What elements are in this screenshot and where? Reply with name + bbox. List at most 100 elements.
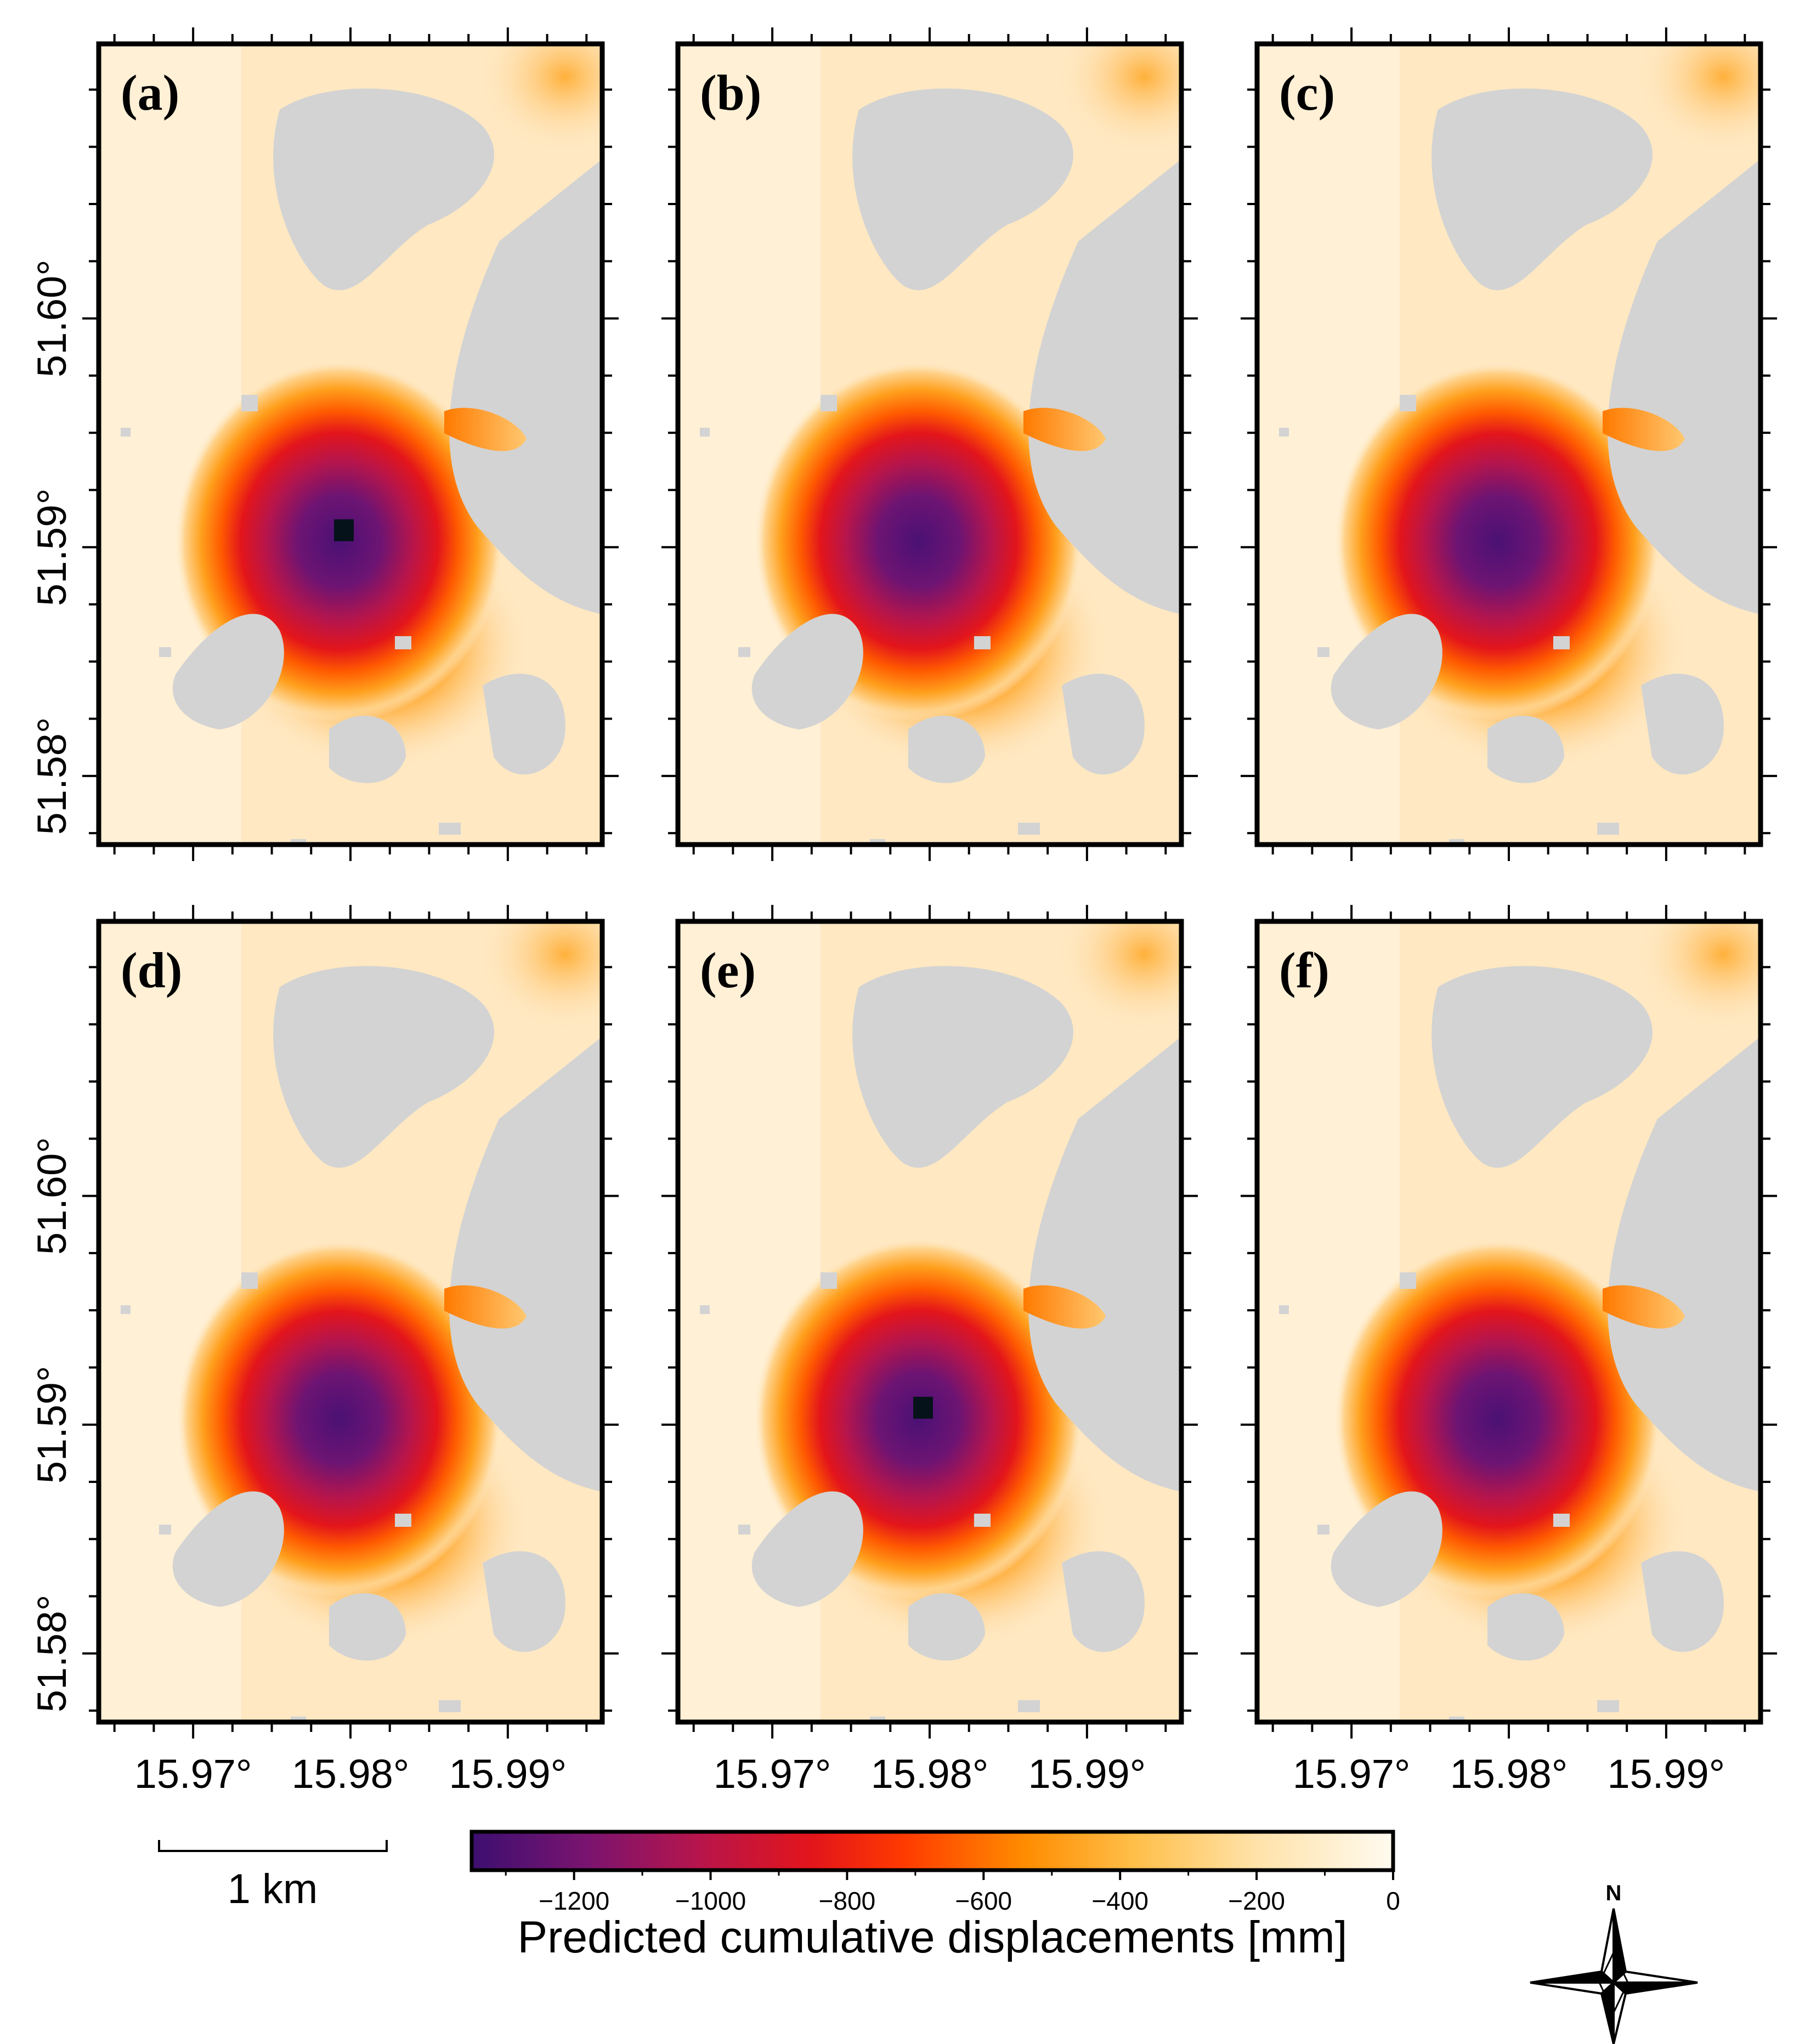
no-data-cell: [121, 1305, 131, 1314]
map-panel: (b): [661, 27, 1198, 861]
deep-subsidence-pixels: [334, 519, 354, 541]
no-data-cell: [1597, 823, 1619, 835]
no-data-cell: [1317, 647, 1329, 657]
no-data-cell: [241, 1272, 258, 1289]
axis-ticks: [82, 27, 619, 861]
no-data-cell: [1597, 1700, 1619, 1712]
scale-bar: 1 km: [158, 1840, 388, 1912]
lon-tick-label: 15.98°: [1450, 1751, 1568, 1797]
lat-tick-label: 51.60°: [29, 259, 75, 377]
colorbar-ticks: −1200 −1000 −800 −600 −400 −200 0: [505, 1870, 1400, 1915]
no-data-area: [273, 966, 494, 1168]
no-data-area: [852, 966, 1073, 1168]
colorbar-tick-label: 0: [1386, 1887, 1400, 1915]
panel-label: (b): [700, 65, 761, 121]
no-data-area: [1608, 159, 1761, 614]
colorbar-title: Predicted cumulative displacements [mm]: [517, 1912, 1347, 1962]
lon-tick-label: 15.99°: [449, 1751, 567, 1797]
axis-ticks: [1241, 27, 1777, 861]
no-data-area: [1487, 1593, 1564, 1661]
panel-label: (e): [700, 942, 756, 998]
no-data-cell: [395, 636, 411, 649]
no-data-area: [1487, 716, 1564, 783]
lon-tick-label: 15.98°: [292, 1751, 410, 1797]
no-data-cell: [1449, 839, 1464, 845]
no-data-area: [751, 1491, 863, 1607]
panels: (a) 51.58° 51.59° 51.60° (b) (c) (d) 51.58° 51.5…: [29, 27, 1777, 1797]
scale-bar-label: 1 km: [228, 1866, 318, 1912]
map-frame: [1254, 41, 1763, 847]
no-data-cell: [700, 428, 710, 437]
deep-subsidence-pixels: [913, 1396, 933, 1419]
no-data-area: [172, 1491, 284, 1607]
no-data-cell: [1317, 1525, 1329, 1535]
no-data-cell: [439, 1700, 461, 1712]
map-panel: (d) 51.58° 51.59° 51.60° 15.97° 15.98° 15.99°: [29, 905, 619, 1797]
displacement-blob: [1603, 1285, 1685, 1329]
no-data-cell: [291, 1717, 306, 1722]
panel-label: (a): [121, 65, 179, 121]
no-data-area: [273, 88, 494, 291]
no-data-area: [483, 1551, 565, 1652]
no-data-area: [908, 1593, 985, 1661]
no-data-cell: [1279, 428, 1289, 437]
no-data-cell: [738, 1525, 750, 1535]
lon-tick-label: 15.99°: [1028, 1751, 1146, 1797]
map-panel: (f) 15.97° 15.98° 15.99°: [1241, 905, 1777, 1797]
displacement-blob: [1603, 407, 1685, 451]
lat-tick-label: 51.60°: [29, 1137, 75, 1255]
no-data-cell: [159, 1525, 171, 1535]
axis-ticks: [661, 905, 1198, 1739]
axis-ticks: [1241, 905, 1777, 1739]
no-data-cell: [1155, 1256, 1169, 1267]
panel-label: (c): [1279, 65, 1335, 121]
panel-label: (d): [121, 942, 182, 998]
no-data-cell: [1018, 1700, 1040, 1712]
axis-ticks: [661, 27, 1198, 861]
displacement-blob: [1023, 407, 1106, 451]
no-data-cell: [870, 839, 885, 845]
no-data-cell: [1018, 823, 1040, 835]
map-panel: (e) 15.97° 15.98° 15.99°: [661, 905, 1198, 1797]
no-data-area: [1028, 1037, 1181, 1492]
lat-tick-label: 51.59°: [29, 1366, 75, 1484]
no-data-area: [329, 716, 406, 783]
no-data-cell: [1734, 378, 1749, 389]
no-data-cell: [738, 647, 750, 657]
map-frame: [1254, 919, 1763, 1725]
no-data-area: [329, 1593, 406, 1661]
map-frame: [96, 919, 605, 1725]
no-data-cell: [1155, 378, 1169, 389]
no-data-area: [449, 1037, 602, 1492]
no-data-cell: [974, 636, 991, 649]
no-data-cell: [576, 1256, 590, 1267]
map-frame: [96, 41, 605, 847]
no-data-area: [483, 673, 565, 775]
no-data-cell: [821, 395, 837, 411]
no-data-cell: [241, 395, 258, 411]
map-frame: [675, 41, 1184, 847]
no-data-area: [1331, 614, 1442, 729]
no-data-cell: [1279, 1305, 1289, 1314]
north-arrow-icon: N: [1530, 1881, 1698, 2044]
lat-tick-label: 51.58°: [29, 1594, 75, 1712]
no-data-area: [172, 614, 284, 729]
no-data-cell: [821, 1272, 837, 1289]
lon-tick-label: 15.97°: [714, 1751, 831, 1797]
no-data-cell: [1400, 395, 1416, 411]
no-data-area: [908, 716, 985, 783]
no-data-cell: [576, 378, 590, 389]
no-data-cell: [1553, 636, 1570, 649]
no-data-cell: [1400, 1272, 1416, 1289]
colorbar-gradient: [469, 1830, 1395, 1872]
colorbar: −1200 −1000 −800 −600 −400 −200 0 Predicted cu…: [469, 1830, 1400, 1962]
no-data-cell: [439, 823, 461, 835]
no-data-area: [1028, 159, 1181, 614]
no-data-cell: [159, 647, 171, 657]
colorbar-tick-label: −800: [819, 1887, 876, 1915]
no-data-area: [1431, 88, 1653, 291]
no-data-cell: [1553, 1514, 1570, 1527]
no-data-area: [852, 88, 1073, 291]
colorbar-tick-label: −600: [955, 1887, 1012, 1915]
